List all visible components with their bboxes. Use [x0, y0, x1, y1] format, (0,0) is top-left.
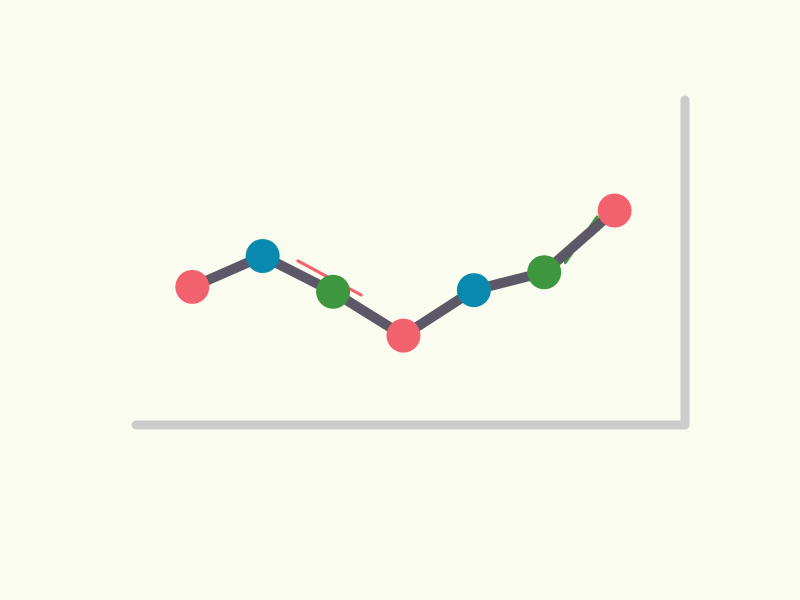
data-point-2 [245, 239, 280, 273]
data-point-1 [175, 269, 210, 304]
data-point-4 [386, 318, 421, 353]
data-point-6 [527, 255, 562, 290]
data-points [175, 193, 632, 353]
data-point-3 [316, 274, 351, 309]
data-point-5 [456, 273, 491, 308]
axes [131, 95, 690, 430]
data-point-7 [597, 193, 632, 228]
